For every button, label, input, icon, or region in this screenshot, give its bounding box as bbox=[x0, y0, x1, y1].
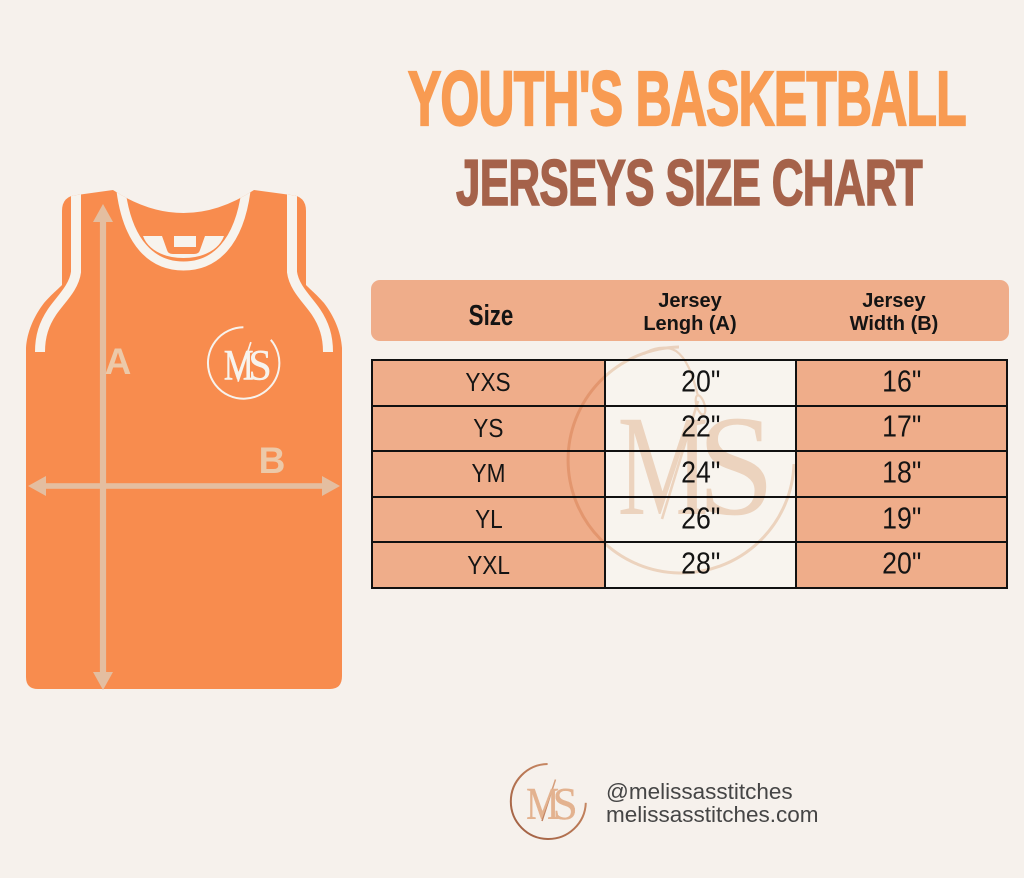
svg-text:M: M bbox=[224, 343, 254, 390]
svg-text:M: M bbox=[526, 779, 559, 829]
svg-text:B: B bbox=[259, 440, 286, 481]
svg-text:S: S bbox=[553, 779, 578, 829]
svg-text:A: A bbox=[105, 341, 132, 382]
svg-text:M: M bbox=[618, 387, 709, 546]
svg-text:S: S bbox=[697, 386, 775, 545]
svg-text:S: S bbox=[248, 342, 271, 390]
